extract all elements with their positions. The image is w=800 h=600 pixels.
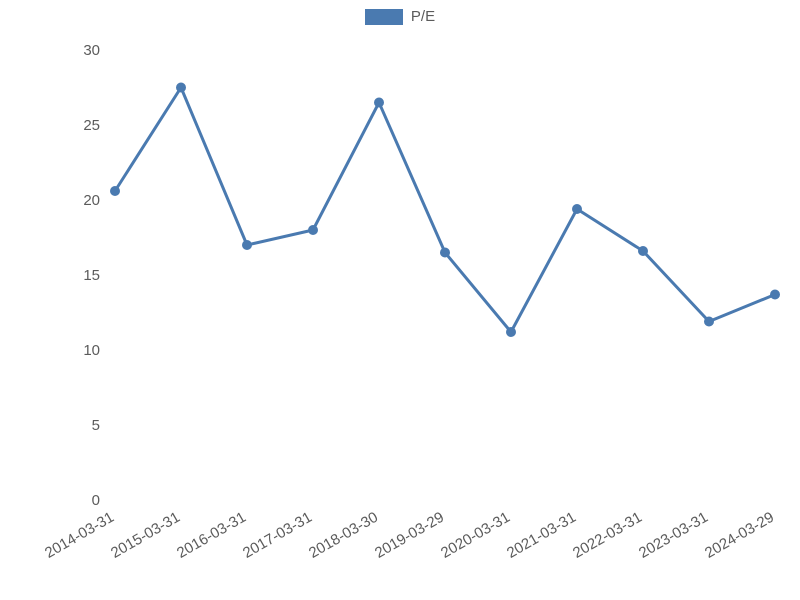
y-tick-label: 25 [83,117,100,134]
x-tick-label: 2023-03-31 [636,509,711,562]
data-point [572,204,582,214]
data-point [638,246,648,256]
legend-label: P/E [411,8,435,25]
x-tick-label: 2021-03-31 [504,509,579,562]
y-tick-label: 5 [92,417,100,434]
x-tick-label: 2016-03-31 [174,509,249,562]
chart-legend: P/E [0,8,800,30]
y-tick-label: 30 [83,42,100,59]
data-point [374,98,384,108]
x-tick-label: 2024-03-29 [702,509,777,562]
x-tick-label: 2014-03-31 [42,509,117,562]
y-tick-label: 20 [83,192,100,209]
series-line [115,88,775,333]
pe-line-chart: P/E 0 5 10 15 20 25 30 2014-03-312015-03-312016… [0,0,800,600]
chart-canvas: 0 5 10 15 20 25 30 2014-03-312015-03-312016-03-… [0,0,800,600]
data-point [242,240,252,250]
x-tick-label: 2020-03-31 [438,509,513,562]
y-tick-label: 0 [92,492,100,509]
data-point [440,248,450,258]
data-point [308,225,318,235]
x-tick-label: 2018-03-30 [306,509,381,562]
y-tick-label: 15 [83,267,100,284]
y-tick-label: 10 [83,342,100,359]
data-point [506,327,516,337]
data-point [770,290,780,300]
x-tick-label: 2017-03-31 [240,509,315,562]
x-tick-label: 2015-03-31 [108,509,183,562]
x-tick-label: 2022-03-31 [570,509,645,562]
data-point [704,317,714,327]
legend-swatch [365,9,403,25]
x-tick-label: 2019-03-29 [372,509,447,562]
data-point [176,83,186,93]
data-point [110,186,120,196]
